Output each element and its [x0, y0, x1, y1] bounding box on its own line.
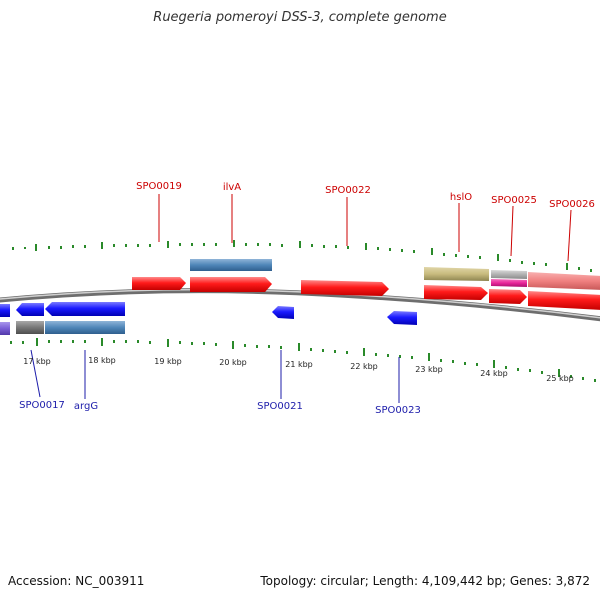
inner-major-tick	[101, 338, 103, 346]
outer-tick-ring	[12, 240, 592, 272]
gene-arrow-forward	[132, 277, 186, 290]
gene-block-gray	[16, 321, 44, 334]
outer-major-tick	[35, 244, 37, 251]
gene-arrow-reverse	[272, 306, 294, 319]
accession-text: Accession: NC_003911	[8, 574, 145, 588]
gene-label-spo0021[interactable]: SPO0021	[257, 401, 303, 412]
inner-major-tick	[232, 341, 234, 349]
gene-arrow-forward	[190, 277, 272, 292]
gene-block-silver-upper	[491, 270, 527, 279]
gene-label-argg[interactable]: argG	[74, 401, 98, 412]
outer-major-tick	[431, 248, 433, 255]
gene-arrow-forward	[301, 280, 389, 296]
inner-tick-ring	[10, 338, 596, 382]
gene-block-pink-upper	[528, 272, 600, 290]
inner-major-tick	[298, 343, 300, 351]
inner-major-tick	[428, 353, 430, 361]
feature-row-outer-upper	[190, 259, 600, 290]
gene-arrow-reverse	[45, 302, 125, 316]
page-title: Ruegeria pomeroyi DSS-3, complete genome	[153, 10, 447, 25]
inner-major-tick	[558, 369, 560, 377]
gene-label-spo0019[interactable]: SPO0019	[136, 181, 182, 192]
gene-label-ilva[interactable]: ilvA	[223, 182, 241, 193]
gene-arrow-forward	[489, 289, 527, 304]
gene-label-spo0022[interactable]: SPO0022	[325, 185, 371, 196]
scale-label: 23 kbp	[415, 365, 443, 374]
scale-label: 22 kbp	[350, 362, 378, 371]
gene-arrow-reverse	[0, 304, 10, 317]
gene-block-steelblue-lower	[45, 321, 125, 334]
scale-label: 19 kbp	[154, 357, 182, 366]
scale-labels: 17 kbp 18 kbp 19 kbp 20 kbp 21 kbp 22 kb…	[23, 356, 574, 383]
scale-label: 20 kbp	[219, 358, 247, 367]
gene-label-hslo[interactable]: hslO	[450, 192, 472, 203]
feature-row-inner	[0, 321, 125, 335]
gene-block-steelblue-upper	[190, 259, 272, 271]
outer-major-tick	[233, 240, 235, 247]
genome-summary-text: Topology: circular; Length: 4,109,442 bp…	[260, 574, 590, 588]
gene-block-magenta-upper	[491, 279, 527, 287]
scale-label: 18 kbp	[88, 356, 116, 365]
scale-label: 24 kbp	[480, 369, 508, 378]
gene-arrow-reverse	[16, 303, 44, 316]
inner-major-tick	[493, 360, 495, 368]
gene-labels-top: SPO0019 ilvA SPO0022 hslO SPO0025 SPO002…	[136, 181, 595, 210]
outer-major-tick	[299, 241, 301, 248]
scale-label: 25 kbp	[546, 374, 574, 383]
gene-label-spo0017[interactable]: SPO0017	[19, 400, 65, 411]
outer-major-tick	[497, 254, 499, 261]
inner-major-tick	[167, 339, 169, 347]
gene-labels-bottom: SPO0017 argG SPO0021 SPO0023	[19, 400, 421, 416]
inner-major-tick	[36, 338, 38, 346]
scale-label: 17 kbp	[23, 357, 51, 366]
outer-major-tick	[566, 263, 568, 270]
outer-major-tick	[101, 242, 103, 249]
outer-major-tick	[365, 243, 367, 250]
forward-strand-genes	[132, 277, 600, 310]
gene-arrow-reverse	[387, 311, 417, 325]
outer-major-tick	[167, 241, 169, 248]
gene-label-spo0026[interactable]: SPO0026	[549, 199, 595, 210]
gene-arrow-forward	[528, 291, 600, 310]
inner-major-tick	[363, 348, 365, 356]
genome-backbone	[0, 288, 600, 322]
gene-block-khaki-upper	[424, 267, 489, 281]
reverse-strand-genes	[0, 302, 417, 325]
bottom-leader-lines	[30, 349, 400, 403]
top-leader-lines	[158, 194, 572, 262]
scale-label: 21 kbp	[285, 360, 313, 369]
gene-arrow-forward	[424, 285, 488, 300]
gene-block-purple	[0, 322, 10, 335]
gene-label-spo0025[interactable]: SPO0025	[491, 195, 537, 206]
gene-label-spo0023[interactable]: SPO0023	[375, 405, 421, 416]
